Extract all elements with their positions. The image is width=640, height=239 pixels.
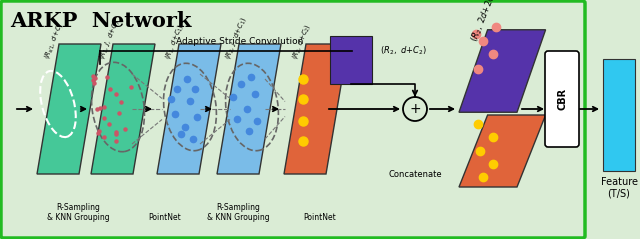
Text: +: + bbox=[409, 102, 421, 116]
Polygon shape bbox=[91, 44, 155, 174]
Text: Adaptive Stride Convolution: Adaptive Stride Convolution bbox=[176, 37, 304, 46]
Text: $(R_2,\ d\!+\!C_2)$: $(R_2,\ d\!+\!C_2)$ bbox=[380, 45, 428, 57]
Text: $(R_{s/1},\ d\!+\!C)$: $(R_{s/1},\ d\!+\!C)$ bbox=[42, 21, 66, 61]
Text: Feature
(T/S): Feature (T/S) bbox=[600, 177, 637, 199]
Text: PointNet: PointNet bbox=[148, 213, 181, 222]
Text: R-Sampling
& KNN Grouping: R-Sampling & KNN Grouping bbox=[47, 203, 109, 222]
Polygon shape bbox=[217, 44, 281, 174]
FancyBboxPatch shape bbox=[545, 51, 579, 147]
Text: R-Sampling
& KNN Grouping: R-Sampling & KNN Grouping bbox=[207, 203, 269, 222]
Text: ARKP  Network: ARKP Network bbox=[10, 11, 191, 31]
FancyBboxPatch shape bbox=[1, 1, 585, 238]
Text: $(R_2,\ J,\ d\!+\!C_1)$: $(R_2,\ J,\ d\!+\!C_1)$ bbox=[223, 15, 249, 61]
Bar bbox=[330, 36, 372, 84]
Bar bbox=[603, 59, 635, 171]
Polygon shape bbox=[284, 44, 348, 174]
Text: $(R_1,\ d\!+\!C_1)$: $(R_1,\ d\!+\!C_1)$ bbox=[163, 22, 186, 61]
Text: $(R_2,\ d\!+\!C_2)$: $(R_2,\ d\!+\!C_2)$ bbox=[290, 22, 314, 61]
Polygon shape bbox=[157, 44, 221, 174]
Polygon shape bbox=[459, 115, 545, 187]
Text: $(R_1,\ J,\ d\!+\!C)$: $(R_1,\ J,\ d\!+\!C)$ bbox=[97, 18, 122, 61]
Text: CBR: CBR bbox=[557, 88, 567, 110]
Text: PointNet: PointNet bbox=[303, 213, 337, 222]
Polygon shape bbox=[37, 44, 101, 174]
Text: $(R_2,\ 2d\!+\!2C_2)$: $(R_2,\ 2d\!+\!2C_2)$ bbox=[468, 0, 501, 44]
Text: Concatenate: Concatenate bbox=[388, 170, 442, 179]
Polygon shape bbox=[459, 30, 545, 112]
